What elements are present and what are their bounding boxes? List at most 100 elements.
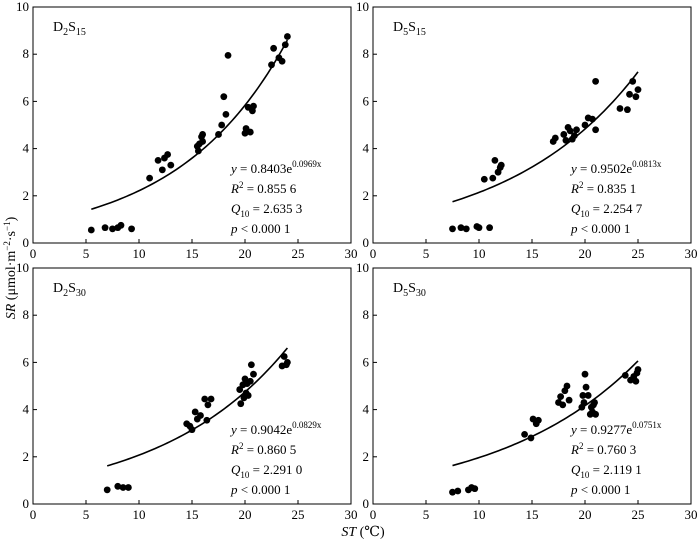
- data-point: [218, 121, 226, 129]
- fit-curve: [106, 347, 289, 467]
- y-tick-label: 10: [16, 260, 29, 275]
- data-point: [270, 44, 278, 52]
- y-tick-label: 10: [356, 260, 369, 275]
- data-point: [562, 136, 570, 144]
- y-tick-label: 6: [363, 93, 370, 108]
- y-tick-label: 0: [23, 235, 30, 250]
- data-point: [557, 393, 565, 401]
- data-point: [128, 225, 135, 233]
- fit-curve: [91, 39, 289, 210]
- y-tick-label: 0: [363, 496, 370, 511]
- data-point: [521, 430, 528, 438]
- x-tick-label: 15: [526, 507, 539, 522]
- x-tick-label: 20: [239, 507, 252, 522]
- y-tick-label: 2: [23, 188, 30, 203]
- q10-value: Q10 = 2.119 1: [571, 462, 642, 480]
- data-point: [146, 174, 154, 182]
- data-point: [154, 157, 162, 164]
- data-point: [592, 126, 599, 134]
- data-point: [284, 33, 291, 40]
- x-tick-label: 5: [423, 246, 430, 261]
- x-tick-label: 25: [292, 246, 305, 261]
- data-point: [626, 90, 633, 98]
- y-tick-label: 6: [363, 354, 370, 369]
- data-point: [449, 225, 456, 233]
- regression-equation: y = 0.9277e0.0751x: [569, 420, 662, 437]
- data-point: [203, 416, 211, 424]
- data-point: [497, 161, 505, 169]
- r-squared: R2 = 0.835 1: [570, 180, 636, 196]
- data-point: [103, 486, 111, 494]
- data-point: [87, 226, 95, 234]
- data-point: [158, 166, 166, 174]
- panel-label: D5S15: [393, 20, 426, 38]
- panel-D2S15: 0 5 10 15 20 25 30 0 2 4 6 8 10 D2S15 y = 0.8403e0.096…: [16, 0, 358, 261]
- data-point: [582, 383, 590, 391]
- x-tick-label: 0: [370, 507, 377, 522]
- data-point: [571, 132, 578, 140]
- data-point: [199, 131, 207, 138]
- q10-value: Q10 = 2.254 7: [571, 201, 643, 219]
- data-point: [199, 138, 207, 145]
- data-point: [449, 488, 456, 496]
- panel-D5S30: 0 5 10 15 20 25 30 0 2 4 6 8 10 D5S30 y = 0.9277e0.075…: [356, 260, 698, 522]
- y-tick-label: 8: [23, 46, 30, 61]
- x-tick-label: 20: [579, 507, 592, 522]
- p-value: p < 0.000 1: [570, 482, 630, 497]
- data-point: [534, 416, 542, 424]
- panel-D5S15: 0 5 10 15 20 25 30 0 2 4 6 8 10 D5S15 y = 0.9502e0.081…: [356, 0, 698, 261]
- regression-equation: y = 0.8403e0.0969x: [229, 159, 322, 176]
- y-tick-label: 0: [363, 235, 370, 250]
- p-value: p < 0.000 1: [230, 221, 290, 236]
- data-point: [563, 382, 571, 390]
- x-tick-label: 30: [685, 246, 698, 261]
- fit-curve: [452, 360, 639, 467]
- data-point: [280, 353, 288, 360]
- y-tick-label: 2: [363, 449, 370, 464]
- data-point: [591, 399, 598, 406]
- data-point: [119, 484, 127, 491]
- data-point: [616, 105, 624, 112]
- data-point: [164, 151, 172, 158]
- y-tick-label: 4: [23, 402, 30, 417]
- x-tick-label: 10: [133, 507, 146, 522]
- panel-D2S30: 0 5 10 15 20 25 30 0 2 4 6 8 10 D2S30 y = 0.9042e0.082…: [16, 260, 358, 522]
- y-tick-label: 4: [363, 402, 370, 417]
- data-point: [247, 361, 255, 369]
- data-point: [632, 93, 640, 101]
- y-tick-label: 2: [23, 449, 30, 464]
- x-tick-label: 20: [239, 246, 252, 261]
- data-point: [201, 395, 209, 403]
- data-point: [584, 392, 592, 399]
- data-point: [480, 175, 488, 183]
- data-point: [551, 134, 559, 142]
- data-point: [284, 359, 291, 366]
- y-tick-label: 4: [23, 141, 30, 156]
- data-point: [167, 161, 175, 169]
- panel-label: D2S15: [53, 20, 86, 38]
- data-point: [197, 412, 204, 419]
- regression-equation: y = 0.9042e0.0829x: [229, 420, 322, 437]
- x-tick-label: 0: [30, 246, 37, 261]
- x-tick-label: 15: [526, 246, 539, 261]
- data-point: [471, 485, 479, 493]
- data-point: [624, 106, 631, 114]
- data-point: [124, 484, 132, 491]
- y-tick-label: 6: [23, 354, 30, 369]
- p-value: p < 0.000 1: [230, 482, 290, 497]
- y-tick-label: 8: [23, 307, 30, 322]
- data-point: [560, 131, 568, 138]
- q10-value: Q10 = 2.291 0: [231, 462, 302, 480]
- data-point: [250, 102, 257, 110]
- x-tick-label: 0: [30, 507, 37, 522]
- data-point: [246, 128, 254, 136]
- data-point: [632, 377, 640, 385]
- data-point: [224, 51, 232, 59]
- plot-frame: [372, 267, 692, 505]
- data-point: [592, 410, 599, 418]
- data-point: [191, 408, 199, 416]
- data-point: [559, 401, 567, 409]
- r-squared: R2 = 0.760 3: [570, 441, 636, 457]
